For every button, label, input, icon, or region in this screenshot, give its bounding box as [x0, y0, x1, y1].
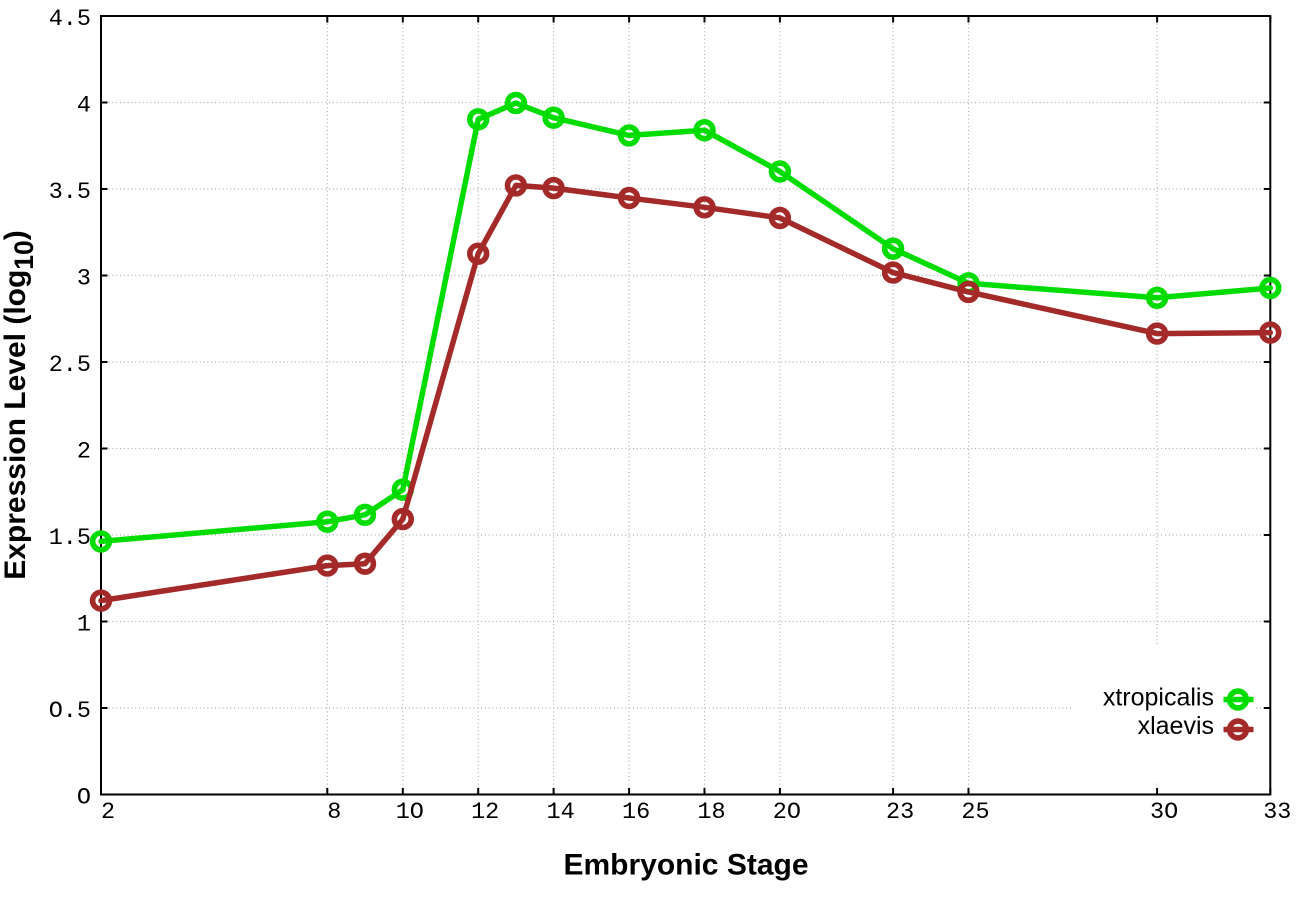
svg-text:4: 4	[77, 93, 91, 120]
svg-text:4.5: 4.5	[49, 6, 91, 33]
svg-text:25: 25	[961, 799, 989, 826]
svg-text:2: 2	[101, 799, 115, 826]
svg-text:xtropicalis: xtropicalis	[1103, 683, 1214, 711]
svg-text:8: 8	[327, 799, 341, 826]
svg-text:xlaevis: xlaevis	[1138, 712, 1214, 740]
svg-text:2: 2	[77, 439, 91, 466]
svg-text:33: 33	[1263, 799, 1291, 826]
svg-text:23: 23	[886, 799, 914, 826]
svg-text:2.5: 2.5	[49, 352, 91, 379]
svg-text:14: 14	[546, 799, 574, 826]
svg-text:3.5: 3.5	[49, 179, 91, 206]
svg-text:12: 12	[471, 799, 499, 826]
svg-text:1: 1	[77, 612, 91, 639]
svg-text:Embryonic Stage: Embryonic Stage	[563, 849, 808, 882]
svg-text:1.5: 1.5	[49, 525, 91, 552]
svg-text:1O: 1O	[396, 799, 424, 826]
svg-text:3O: 3O	[1150, 799, 1178, 826]
svg-text:O.5: O.5	[49, 698, 91, 725]
svg-text:2O: 2O	[773, 799, 801, 826]
svg-text:O: O	[77, 785, 91, 812]
svg-text:3: 3	[77, 266, 91, 293]
svg-text:16: 16	[622, 799, 650, 826]
svg-text:18: 18	[697, 799, 725, 826]
